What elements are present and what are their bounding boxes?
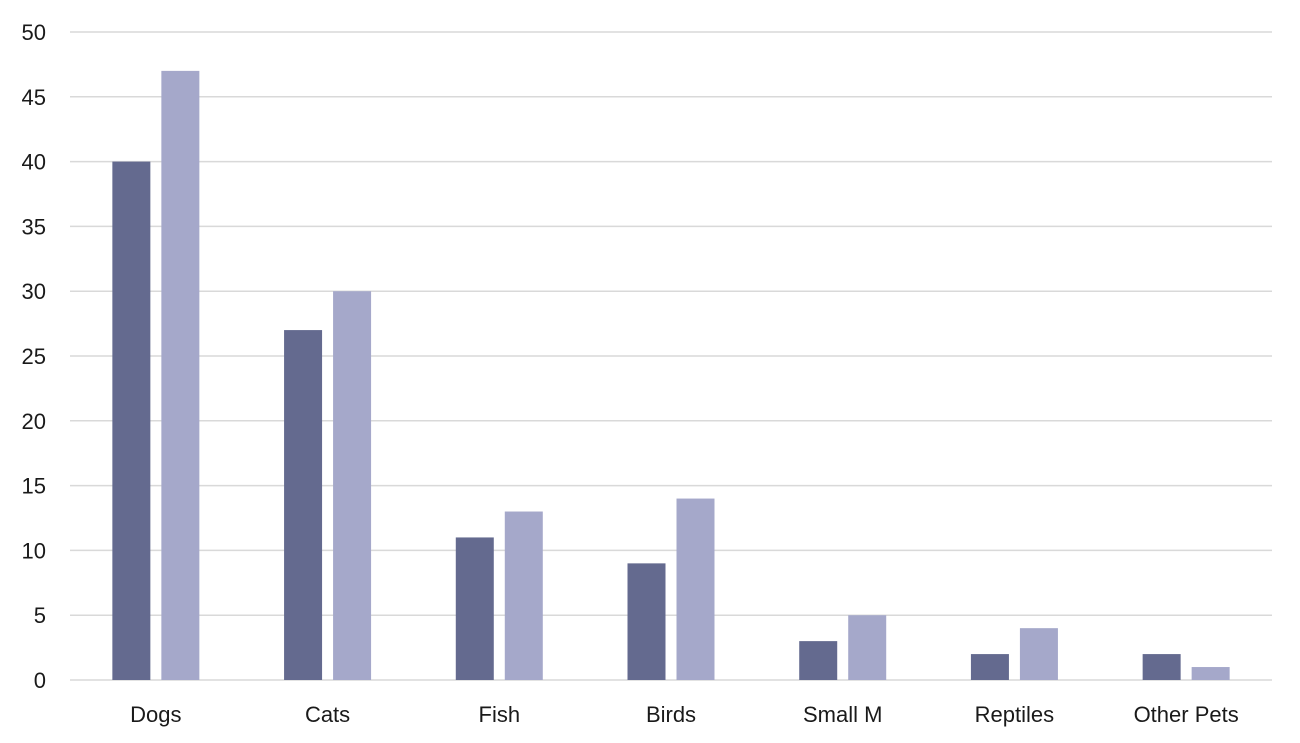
x-axis-tick-labels: Dogs Cats Fish Birds Small M Reptiles Other Pe…	[130, 702, 1239, 727]
bar-series-2	[1019, 628, 1058, 680]
bar-series-2	[161, 70, 200, 680]
bar-series-2	[333, 291, 372, 680]
x-tick-label: Cats	[305, 702, 350, 727]
y-tick-label: 40	[22, 150, 46, 175]
y-axis-tick-labels: 0 5 10 15 20 25 30 35 40 45 50	[22, 20, 46, 693]
x-tick-label: Other Pets	[1134, 702, 1239, 727]
x-tick-label: Dogs	[130, 702, 181, 727]
y-tick-label: 45	[22, 85, 46, 110]
bar-series-2	[1191, 667, 1230, 680]
x-tick-label: Small M	[803, 702, 882, 727]
y-tick-label: 15	[22, 474, 46, 499]
bar-series-1	[284, 330, 323, 680]
bars	[112, 70, 1230, 681]
bar-series-1	[970, 654, 1009, 680]
bar-series-1	[1142, 654, 1181, 680]
bar-series-2	[504, 511, 543, 680]
y-tick-label: 20	[22, 409, 46, 434]
y-tick-label: 50	[22, 20, 46, 45]
bar-series-1	[799, 641, 838, 680]
y-tick-label: 5	[34, 603, 46, 628]
x-tick-label: Reptiles	[975, 702, 1054, 727]
x-tick-label: Birds	[646, 702, 696, 727]
y-tick-label: 25	[22, 344, 46, 369]
y-tick-label: 0	[34, 668, 46, 693]
bar-series-1	[112, 161, 151, 681]
x-tick-label: Fish	[479, 702, 521, 727]
bar-series-2	[676, 498, 715, 680]
gridlines	[70, 31, 1272, 681]
bar-series-1	[455, 537, 494, 680]
y-tick-label: 10	[22, 538, 46, 563]
y-tick-label: 35	[22, 214, 46, 239]
bar-series-2	[848, 615, 887, 680]
y-tick-label: 30	[22, 279, 46, 304]
bar-series-1	[627, 563, 666, 680]
